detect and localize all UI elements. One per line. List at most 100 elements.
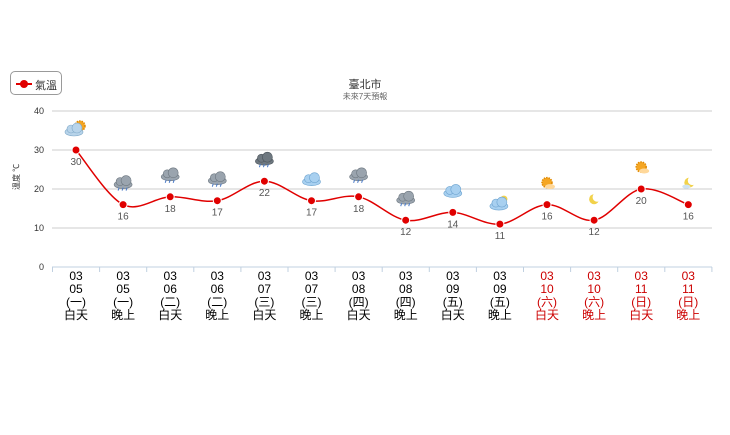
x-tick-label: 白天 (64, 307, 88, 322)
x-tick-label: (五) (490, 295, 510, 309)
data-point (71, 145, 81, 155)
data-point (165, 192, 175, 202)
cloudy-rain-icon (160, 167, 180, 183)
x-tick-label: 03 (69, 269, 83, 283)
legend[interactable]: 氣溫 (10, 71, 62, 95)
cloudy-rain-icon (208, 171, 227, 187)
x-tick-label: 白天 (629, 307, 653, 322)
x-tick-label: 白天 (347, 307, 371, 322)
x-tick-label: 白天 (535, 307, 559, 322)
legend-label: 氣溫 (35, 80, 57, 92)
data-label: 16 (683, 212, 695, 223)
x-tick-label: (二) (160, 295, 180, 309)
x-tick-label: (二) (207, 295, 227, 309)
y-tick-label: 20 (34, 184, 44, 194)
x-tick-label: 03 (305, 269, 319, 283)
x-tick-label: (三) (254, 295, 274, 309)
x-tick-label: 白天 (158, 307, 182, 322)
x-tick-label: 03 (493, 269, 507, 283)
x-tick-label: (六) (537, 295, 557, 309)
x-tick-label: 晚上 (299, 308, 323, 322)
x-tick-label: 晚上 (394, 308, 418, 322)
cloudy-icon (302, 172, 321, 186)
x-tick-label: (四) (349, 295, 369, 309)
y-axis-label: 溫度 ℃ (12, 163, 21, 190)
data-point (212, 196, 222, 206)
x-tick-label: 06 (164, 282, 178, 296)
x-tick-label: 03 (258, 269, 272, 283)
cloudy-moon-icon (489, 195, 509, 211)
x-tick-label: 07 (305, 282, 319, 296)
x-tick-label: (日) (678, 295, 698, 309)
x-tick-label: (日) (631, 295, 651, 309)
x-tick-label: 11 (635, 282, 648, 296)
sun-cloud-icon (635, 161, 650, 174)
cloudy-rain-icon (113, 175, 133, 191)
x-tick-label: 08 (352, 282, 366, 296)
x-tick-label: 晚上 (582, 308, 606, 322)
data-label: 20 (636, 196, 648, 207)
x-tick-label: 晚上 (488, 308, 512, 322)
x-tick-label: 09 (493, 282, 507, 296)
x-tick-label: 03 (116, 269, 130, 283)
x-tick-label: 白天 (441, 307, 465, 322)
dark-cloud-rain-icon (255, 151, 274, 168)
data-label: 22 (259, 188, 271, 199)
x-tick-label: 03 (587, 269, 601, 283)
x-tick-label: 07 (258, 282, 272, 296)
data-label: 30 (70, 157, 82, 168)
x-tick-label: 03 (635, 269, 649, 283)
y-tick-label: 30 (34, 145, 44, 155)
chart-subtitle: 未來7天預報 (342, 92, 388, 101)
x-tick-label: 03 (352, 269, 366, 283)
x-tick-label: 03 (540, 269, 554, 283)
moon-cloud-icon (682, 176, 697, 189)
moon-icon (589, 192, 602, 205)
data-point (401, 215, 411, 225)
x-tick-label: 08 (399, 282, 413, 296)
x-tick-label: 10 (540, 282, 554, 296)
x-tick-label: (三) (302, 295, 322, 309)
x-tick-label: 晚上 (205, 308, 229, 322)
data-point (495, 219, 505, 229)
x-tick-label: 03 (399, 269, 413, 283)
cloudy-rain-icon (396, 190, 416, 207)
data-label: 17 (212, 208, 224, 219)
data-point (589, 215, 599, 225)
x-tick-label: (四) (396, 295, 416, 309)
x-tick-label: 03 (682, 269, 696, 283)
x-tick-label: 09 (446, 282, 460, 296)
data-point (307, 196, 316, 206)
data-label: 18 (165, 204, 177, 215)
x-tick-label: 11 (682, 282, 695, 296)
cloudy-rain-icon (349, 167, 368, 183)
data-label: 16 (541, 212, 553, 223)
data-point (118, 200, 128, 210)
data-label: 12 (589, 227, 601, 238)
x-tick-label: 10 (587, 282, 601, 296)
y-tick-label: 0 (39, 262, 44, 272)
data-label: 17 (306, 208, 318, 219)
legend-dot-marker (20, 80, 28, 88)
data-point (354, 192, 364, 202)
x-tick-label: 晚上 (676, 308, 700, 322)
data-point (636, 184, 646, 194)
data-label: 11 (495, 231, 506, 242)
data-label: 12 (400, 227, 412, 238)
x-tick-label: 03 (446, 269, 460, 283)
data-point (448, 207, 458, 217)
data-point (683, 200, 693, 210)
y-tick-label: 40 (34, 106, 44, 116)
x-tick-label: 06 (211, 282, 225, 296)
x-tick-label: (五) (443, 295, 463, 309)
data-point (542, 200, 552, 210)
x-tick-label: 03 (211, 269, 225, 283)
cloudy-icon (443, 184, 463, 198)
data-label: 18 (353, 204, 365, 215)
sun-cloud-icon (541, 176, 555, 190)
chart-title: 臺北市 (348, 79, 382, 91)
x-tick-label: 05 (69, 282, 83, 296)
partly-cloudy-icon (64, 120, 86, 137)
data-label: 14 (447, 219, 459, 230)
